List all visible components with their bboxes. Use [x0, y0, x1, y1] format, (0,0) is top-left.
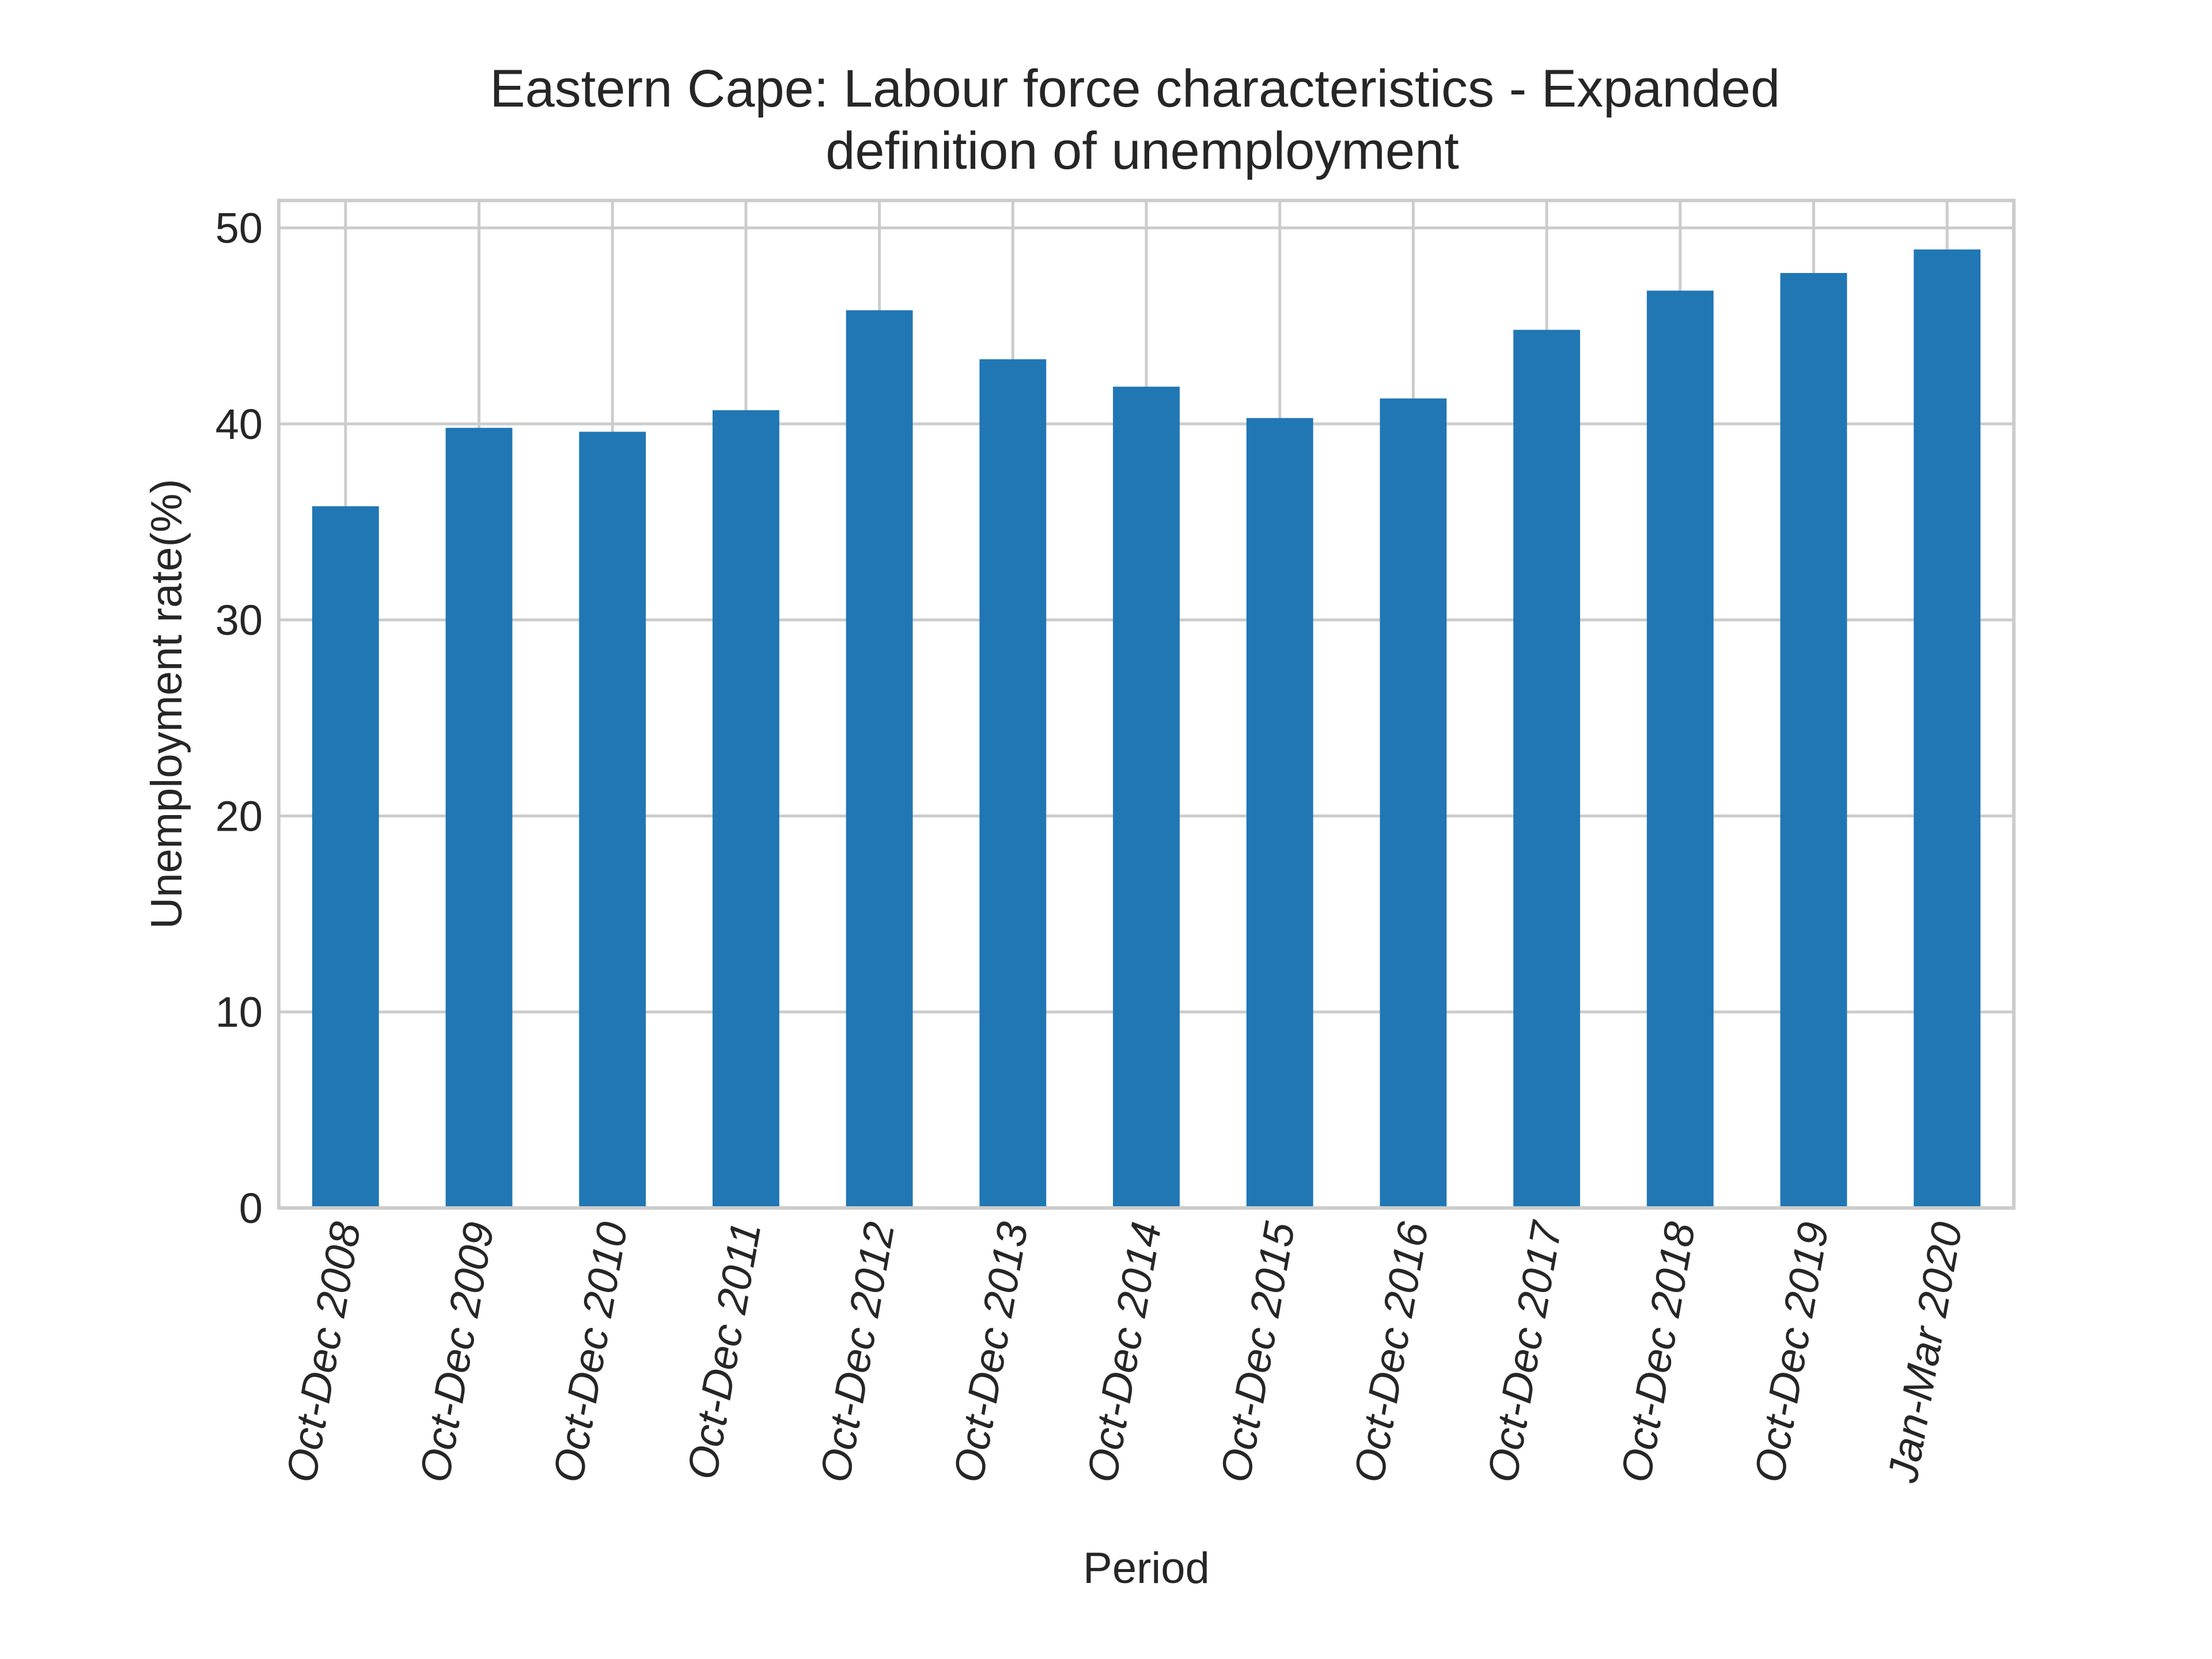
y-axis-label: Unemployment rate(%)	[142, 479, 191, 929]
chart-title: Eastern Cape: Labour force characteristi…	[490, 59, 1794, 180]
chart-title-line-1: Eastern Cape: Labour force characteristi…	[490, 59, 1780, 118]
bar	[1380, 398, 1447, 1209]
bar	[579, 431, 646, 1208]
y-tick-label: 40	[215, 400, 263, 448]
y-tick-label: 0	[239, 1184, 263, 1232]
y-tick-label: 50	[215, 204, 263, 252]
bar	[445, 427, 513, 1208]
bar	[1780, 272, 1847, 1209]
y-tick-labels: 0 10 20 30 40 50	[215, 204, 263, 1232]
bar	[1513, 329, 1580, 1208]
x-axis-label: Period	[1083, 1544, 1210, 1593]
y-tick-label: 10	[215, 988, 263, 1036]
bar	[312, 506, 379, 1208]
bar	[1914, 249, 1981, 1208]
bar	[1646, 290, 1714, 1209]
plot-frame	[277, 199, 2016, 1210]
bars	[312, 249, 1981, 1209]
y-tick-label: 30	[215, 596, 263, 644]
chart-title-line-2: definition of unemployment	[825, 122, 1459, 180]
bar	[979, 359, 1047, 1208]
bar	[713, 410, 779, 1208]
bar	[1113, 387, 1180, 1208]
bar	[1246, 418, 1313, 1208]
y-tick-label: 20	[215, 792, 263, 840]
bar	[846, 310, 913, 1209]
